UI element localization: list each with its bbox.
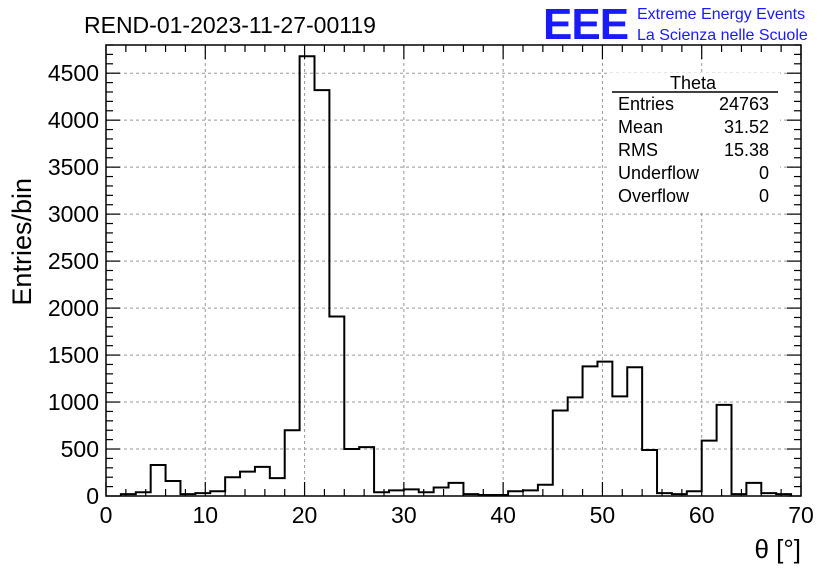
- y-tick-label: 500: [61, 436, 99, 462]
- x-tick-label: 50: [590, 502, 616, 528]
- histogram-bin: [255, 467, 270, 496]
- histogram-bin: [702, 441, 717, 496]
- histogram-bin: [746, 483, 761, 496]
- y-tick-label: 3500: [48, 154, 99, 180]
- stats-row-label: Mean: [618, 117, 663, 137]
- stats-row-value: 0: [759, 163, 769, 183]
- stats-row-value: 31.52: [724, 117, 769, 137]
- stats-box: Theta Entries 24763 Mean 31.52 RMS 15.38 Under…: [610, 73, 780, 213]
- y-tick-label: 1500: [48, 342, 99, 368]
- stats-row-label: Overflow: [618, 186, 690, 206]
- stats-row-label: Entries: [618, 94, 674, 114]
- logo-tagline-2: La Scienza nelle Scuole: [637, 27, 808, 44]
- stats-row-value: 24763: [719, 94, 769, 114]
- histogram-bin: [642, 450, 657, 496]
- histogram-bin: [315, 90, 330, 496]
- histogram-bin: [449, 483, 464, 496]
- x-tick-label: 0: [100, 502, 113, 528]
- grid-lines: [106, 45, 801, 496]
- histogram-bin: [359, 447, 374, 496]
- histogram-outline: [119, 55, 793, 497]
- run-title: REND-01-2023-11-27-00119: [84, 12, 376, 38]
- histogram-bin: [568, 397, 583, 496]
- x-tick-label: 30: [391, 502, 417, 528]
- histogram-bin: [285, 430, 300, 496]
- x-tick-label: 60: [689, 502, 715, 528]
- histogram-series: [119, 55, 793, 497]
- y-tick-label: 4500: [48, 60, 99, 86]
- y-tick-label: 2000: [48, 295, 99, 321]
- histogram-bin: [538, 485, 553, 496]
- y-tick-label: 2500: [48, 248, 99, 274]
- histogram-bin: [166, 481, 181, 496]
- histogram-bin: [597, 362, 612, 496]
- stats-row-label: RMS: [618, 140, 658, 160]
- y-tick-label: 4000: [48, 107, 99, 133]
- y-axis-label: Entries/bin: [7, 178, 37, 306]
- histogram-bin: [612, 396, 627, 496]
- logo-tagline-1: Extreme Energy Events: [637, 6, 805, 23]
- y-tick-label: 1000: [48, 389, 99, 415]
- x-tick-label: 10: [192, 502, 218, 528]
- histogram-bin: [240, 472, 255, 496]
- stats-row-label: Underflow: [618, 163, 700, 183]
- histogram-bin: [344, 449, 359, 496]
- histogram-bin: [717, 405, 732, 496]
- y-tick-label: 0: [86, 483, 99, 509]
- stats-row-value: 15.38: [724, 140, 769, 160]
- axes: 0 10 20 30 40 50 60 70 0 500 1000 1500 2000 2500 3000 3…: [48, 44, 814, 528]
- stats-row-value: 0: [759, 186, 769, 206]
- histogram-bin: [151, 465, 166, 496]
- histogram-bin: [627, 367, 642, 496]
- x-tick-label: 20: [292, 502, 318, 528]
- stats-box-title: Theta: [670, 73, 717, 93]
- histogram-bin: [225, 477, 240, 496]
- histogram-bin: [329, 317, 344, 496]
- histogram-bin: [434, 488, 449, 496]
- eee-logo: EEE: [543, 0, 628, 49]
- histogram-bin: [270, 478, 285, 496]
- histogram-bin: [583, 366, 598, 496]
- histogram-bin: [300, 56, 315, 496]
- x-axis-label: θ [°]: [754, 534, 801, 564]
- y-tick-label: 3000: [48, 201, 99, 227]
- x-tick-label: 70: [788, 502, 814, 528]
- histogram-bin: [553, 410, 568, 496]
- x-tick-label: 40: [490, 502, 516, 528]
